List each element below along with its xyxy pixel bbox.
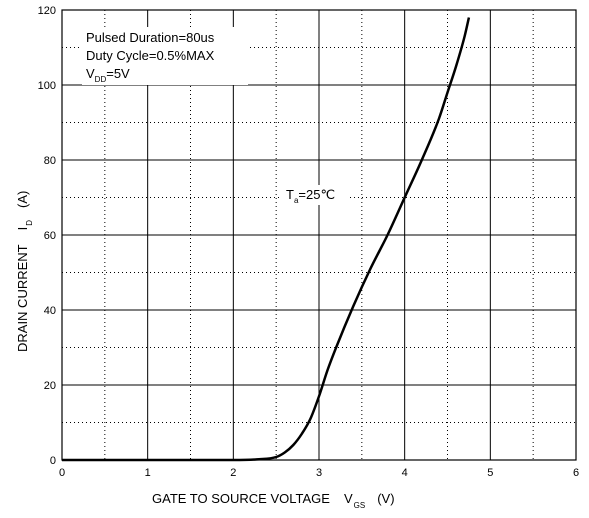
major-grid bbox=[62, 10, 576, 460]
x-tick-label: 1 bbox=[145, 467, 151, 479]
drain-current-curve bbox=[61, 17, 471, 462]
plot-border bbox=[61, 9, 577, 461]
x-tick-label: 4 bbox=[402, 467, 408, 479]
x-tick-label: 6 bbox=[573, 467, 579, 479]
y-tick-label: 40 bbox=[44, 305, 56, 317]
x-tick-label: 5 bbox=[487, 467, 493, 479]
y-tick-label: 60 bbox=[44, 230, 56, 242]
y-tick-label: 0 bbox=[50, 455, 56, 467]
curve-label-box bbox=[282, 185, 348, 205]
x-tick-label: 3 bbox=[316, 467, 322, 479]
y-tick-label: 100 bbox=[38, 80, 56, 92]
x-tick-labels: 0 1 2 3 4 5 6 bbox=[59, 467, 579, 479]
temperature-label: Ta=25℃ bbox=[286, 187, 335, 205]
x-tick-label: 2 bbox=[230, 467, 236, 479]
y-tick-label: 120 bbox=[38, 5, 56, 17]
y-tick-label: 20 bbox=[44, 380, 56, 392]
conditions-annotation-box bbox=[82, 27, 248, 85]
y-axis-label: DRAIN CURRENTID(A) bbox=[15, 191, 34, 352]
duty-cycle-text: Duty Cycle=0.5%MAX bbox=[86, 48, 215, 63]
pulsed-duration-text: Pulsed Duration=80us bbox=[86, 30, 215, 45]
x-axis-label: GATE TO SOURCE VOLTAGE VGS (V) bbox=[152, 491, 395, 510]
y-tick-labels: 0 20 40 60 80 100 120 bbox=[38, 5, 56, 467]
vdd-text: VDD=5V bbox=[86, 66, 130, 84]
y-tick-label: 80 bbox=[44, 155, 56, 167]
x-tick-label: 0 bbox=[59, 467, 65, 479]
